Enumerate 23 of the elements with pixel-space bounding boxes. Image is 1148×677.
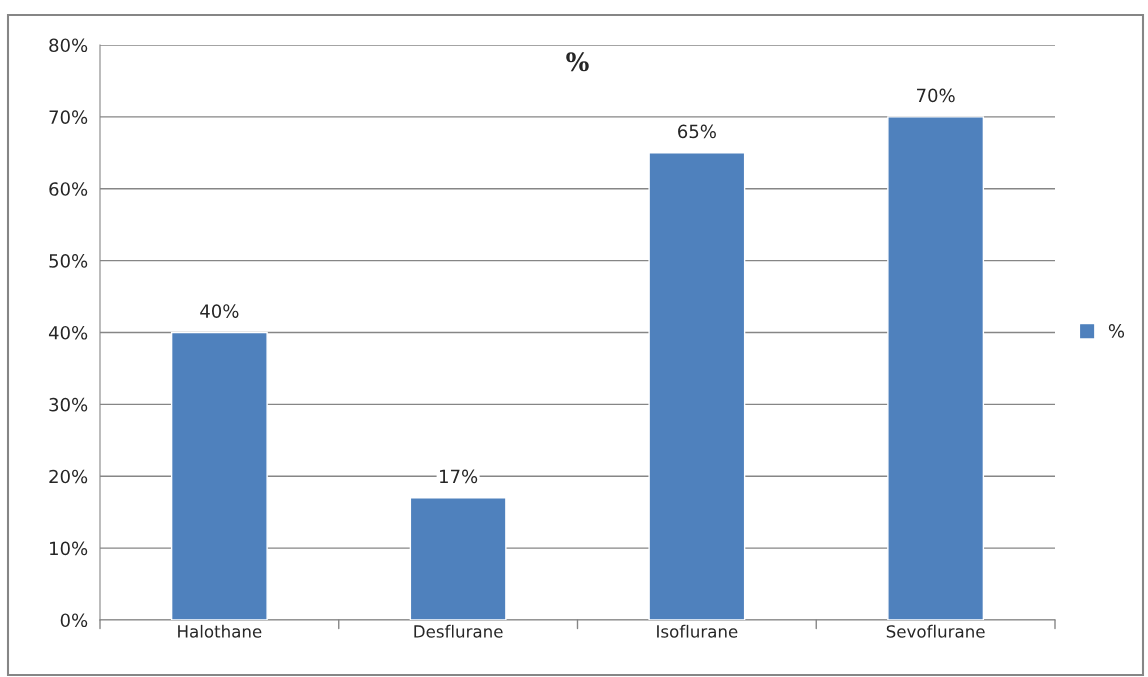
y-tick-label: 60% bbox=[49, 182, 88, 196]
bar bbox=[170, 331, 268, 620]
y-tick-label: 20% bbox=[49, 469, 88, 484]
x-tick-label: Isoflurane bbox=[657, 624, 738, 638]
y-tick-label: 50% bbox=[49, 254, 88, 268]
y-tick-label: 80% bbox=[49, 38, 88, 53]
legend-label: % bbox=[1108, 324, 1125, 338]
x-tick-label: Desflurane bbox=[414, 624, 503, 638]
data-label: 17% bbox=[440, 469, 478, 484]
bar bbox=[409, 497, 507, 620]
y-tick-label: 70% bbox=[49, 110, 88, 124]
x-tick-label: Sevoflurane bbox=[886, 624, 985, 638]
data-label: 70% bbox=[917, 88, 955, 103]
y-tick-label: 0% bbox=[60, 613, 88, 628]
y-tick-label: 10% bbox=[50, 541, 88, 556]
x-tick-label: Halothane bbox=[178, 624, 262, 638]
chart-title: % bbox=[566, 52, 589, 72]
data-label: 65% bbox=[678, 124, 716, 139]
y-tick-label: 30% bbox=[49, 397, 88, 412]
y-tick-label: 40% bbox=[48, 325, 88, 340]
data-label: 40% bbox=[200, 304, 239, 318]
bar bbox=[648, 152, 746, 620]
bar bbox=[887, 116, 985, 620]
